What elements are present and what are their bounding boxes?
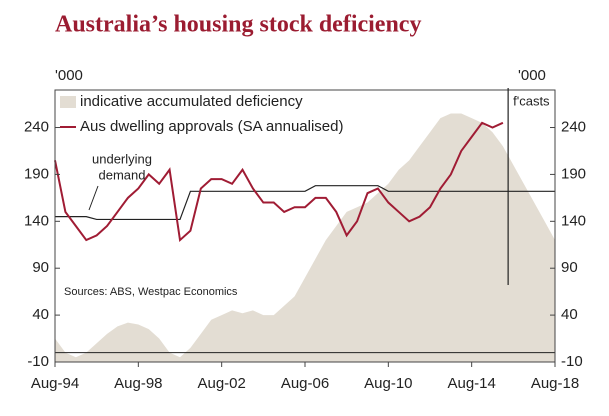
annotation: f'casts (513, 93, 550, 108)
y-tick-label: 40 (32, 306, 49, 323)
chart-title: Australia’s housing stock deficiency (55, 12, 421, 38)
legend-swatch (60, 96, 76, 108)
y-tick-label: 240 (24, 118, 49, 135)
y2-tick-label: 40 (561, 306, 578, 323)
area (55, 113, 555, 362)
x-tick-label: Aug-94 (31, 375, 79, 392)
annotation: underlying (92, 151, 152, 166)
x-tick-label: Aug-14 (447, 375, 495, 392)
legend-label: indicative accumulated deficiency (80, 93, 303, 110)
y2-tick-label: 190 (561, 165, 586, 182)
y-unit: '000 (55, 67, 83, 84)
demand-line (55, 185, 555, 221)
y-tick-label: -10 (27, 353, 49, 370)
y2-tick-label: 140 (561, 212, 586, 229)
y2-tick-label: 90 (561, 259, 578, 276)
approvals-line (54, 121, 504, 243)
x-tick-label: Aug-98 (114, 375, 162, 392)
annotation: demand (99, 167, 146, 182)
annotation-pointer (88, 185, 99, 211)
x-tick-label: Aug-10 (364, 375, 412, 392)
x-tick-label: Aug-02 (197, 375, 245, 392)
y2-tick-label: -10 (561, 353, 583, 370)
y-tick-label: 90 (32, 259, 49, 276)
y-tick-label: 190 (24, 165, 49, 182)
legend-label: Aus dwelling approvals (SA annualised) (80, 118, 344, 135)
y2-unit: '000 (518, 67, 546, 84)
y2-tick-label: 240 (561, 118, 586, 135)
source: Sources: ABS, Westpac Economics (64, 286, 238, 298)
x-tick-label: Aug-18 (531, 375, 579, 392)
y-tick-label: 140 (24, 212, 49, 229)
x-tick-label: Aug-06 (281, 375, 329, 392)
